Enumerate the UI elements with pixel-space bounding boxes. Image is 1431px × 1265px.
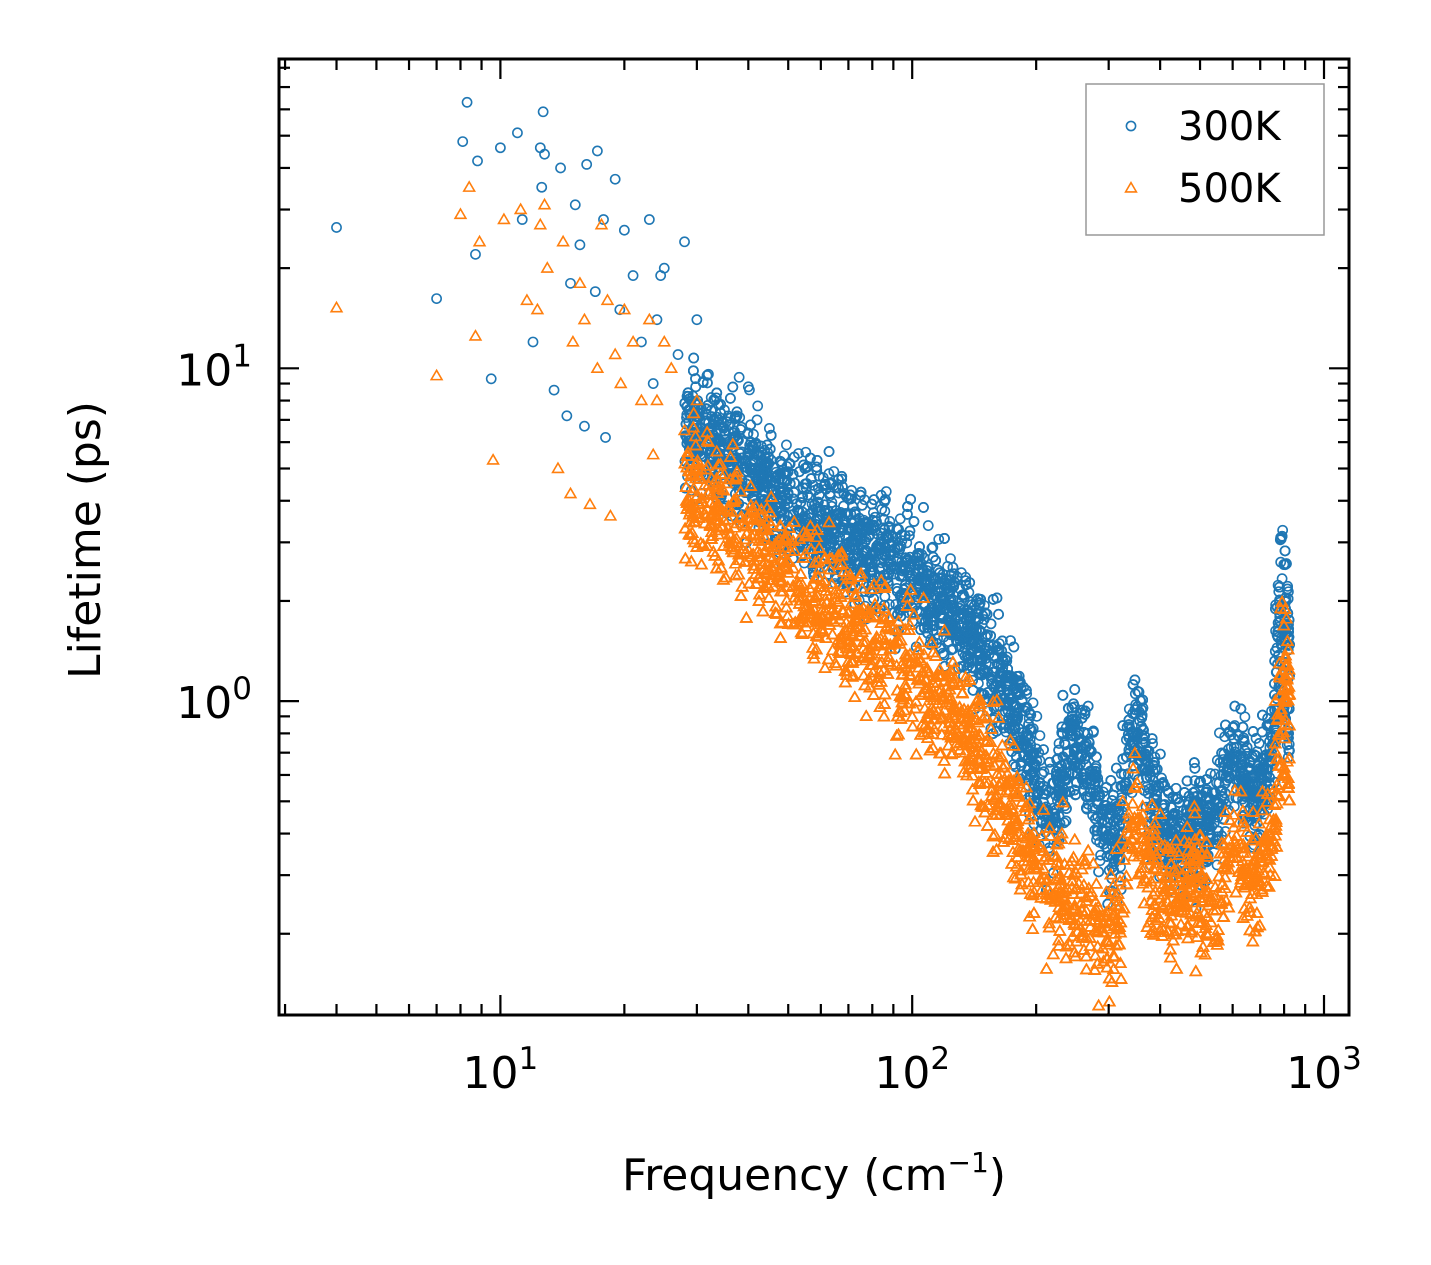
series-layer: [329, 96, 1297, 1015]
data-point-300K: [1239, 796, 1251, 808]
data-point-300K: [884, 516, 896, 527]
data-point-300K: [933, 533, 945, 545]
data-point-300K: [993, 638, 1005, 650]
data-point-300K: [803, 492, 815, 504]
data-point-300K: [828, 466, 840, 477]
data-point-300K: [823, 468, 835, 480]
data-point-300K: [752, 400, 764, 412]
data-point-300K: [922, 520, 934, 531]
data-point-300K: [1208, 817, 1220, 829]
data-point-300K: [807, 479, 819, 491]
data-point-300K: [1281, 739, 1293, 751]
data-point-300K: [1272, 579, 1284, 591]
data-point-300K: [942, 560, 953, 572]
data-point-300K: [901, 537, 913, 549]
data-point-300K: [1038, 766, 1050, 778]
data-point-300K: [1034, 730, 1046, 741]
data-point-300K: [1053, 738, 1065, 749]
data-point-300K: [781, 439, 792, 451]
